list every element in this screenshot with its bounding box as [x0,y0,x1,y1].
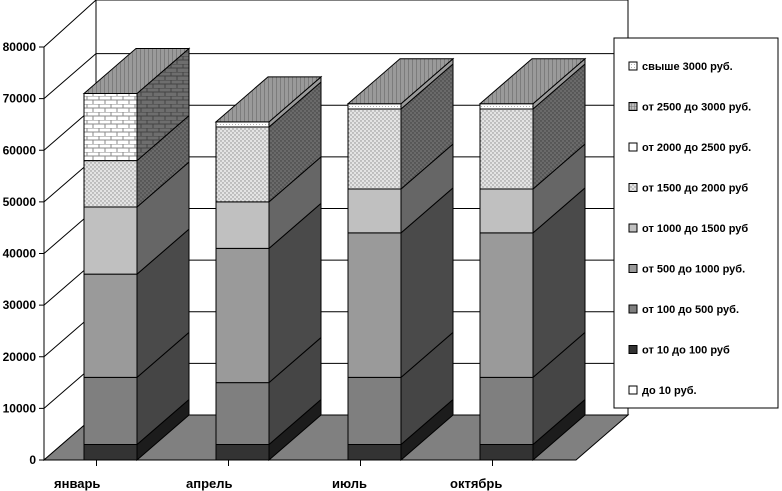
bar-segment-front [479,103,534,110]
bar-top [214,76,323,123]
legend-label: от 2000 до 2500 руб. [642,142,751,154]
bar-segment-front [479,188,534,234]
bar-segment-front [347,103,402,110]
bar-segment-front [347,188,402,234]
legend-swatch [628,61,638,71]
gridline [43,53,97,100]
bar-segment-front [479,232,534,378]
legend-swatch [628,304,638,314]
legend-label: от 500 до 1000 руб. [642,264,745,276]
x-tick-label: апрель [186,476,233,491]
bar-segment-front [83,160,138,208]
x-tick-label: октябрь [450,476,502,491]
legend [613,37,779,409]
bar-segment-front [83,444,138,461]
bar-segment-front [479,108,534,190]
legend-items: свыше 3000 руб. от 2500 до 3000 руб. от 20… [628,61,751,397]
legend-swatch [628,102,638,111]
bar-top [82,47,191,94]
y-tick-label: 30000 [3,298,37,312]
y-tick-label: 20000 [3,350,37,364]
y-axis-ticks: 0 10000 20000 30000 40000 50000 60000 70000 8000… [3,40,44,467]
bar-segment-front [83,376,138,446]
legend-swatch [628,264,638,273]
bar-segment-front [215,382,270,446]
bar-group-3 [478,57,587,462]
legend-swatch [628,223,638,233]
legend-swatch [628,345,638,354]
legend-label: от 1000 до 1500 руб [642,223,748,235]
x-axis-labels: январь апрель июль октябрь [54,460,502,491]
y-tick-label: 40000 [3,247,37,261]
bar-segment-front [215,201,270,249]
bar-group-0 [82,47,191,462]
bar-segment-front [347,444,402,461]
legend-label: от 1500 до 2000 руб [642,183,748,195]
y-tick-label: 50000 [3,195,37,209]
y-tick-label: 80000 [3,40,37,54]
bar-segment-front [479,444,534,461]
bar-segment-front [347,108,402,190]
legend-label: свыше 3000 руб. [642,61,733,73]
bar-segment-front [83,206,138,275]
y-tick-label: 70000 [3,92,37,106]
bars [82,47,587,462]
x-tick-label: январь [54,476,100,491]
legend-swatch [628,385,638,395]
bar-top [478,58,587,105]
x-tick-label: июль [332,476,367,491]
legend-label: до 10 руб. [642,385,697,397]
bar-segment-front [215,121,270,128]
y-tick-label: 60000 [3,143,37,157]
bar-segment-front [83,92,138,162]
bar-group-2 [346,57,455,462]
bar-group-1 [214,75,323,462]
legend-label: от 10 до 100 руб [642,345,730,357]
bar-segment-front [83,273,138,378]
bar-segment-front [479,376,534,446]
bar-segment-front [215,126,270,203]
legend-label: от 2500 до 3000 руб. [642,102,751,114]
legend-swatch [628,142,638,152]
y-tick-label: 0 [29,453,36,467]
legend-label: от 100 до 500 руб. [642,304,739,316]
bar-segment-front [347,376,402,446]
bar-segment-front [347,232,402,378]
bar-segment-front [215,444,270,461]
legend-swatch [628,183,638,192]
y-tick-label: 10000 [3,401,37,415]
bar-top [346,58,455,105]
bar-segment-front [215,247,270,384]
